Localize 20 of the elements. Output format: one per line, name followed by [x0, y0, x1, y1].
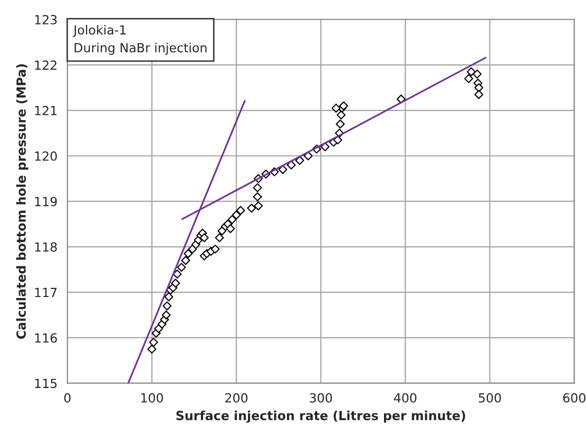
x-tick-label: 300	[310, 393, 332, 403]
y-tick-label: 118	[35, 242, 57, 252]
x-tick-label: 100	[141, 393, 163, 403]
y-tick-label: 117	[35, 288, 57, 298]
x-axis-title: Surface injection rate (Litres per minute)	[176, 410, 466, 423]
annotation: Jolokia-1	[72, 24, 126, 37]
x-tick-label: 500	[478, 393, 501, 403]
y-tick-label: 123	[35, 14, 57, 24]
y-tick-label: 122	[35, 60, 56, 70]
x-tick-label: 200	[225, 393, 248, 403]
y-tick-label: 120	[35, 151, 57, 161]
y-tick-label: 119	[35, 196, 57, 206]
x-tick-label: 0	[64, 393, 71, 403]
y-tick-label: 115	[35, 378, 57, 388]
y-tick-label: 121	[35, 106, 57, 116]
annotation: During NaBr injection	[74, 42, 206, 55]
x-tick-label: 400	[394, 393, 416, 403]
y-tick-label: 116	[35, 333, 57, 343]
x-tick-label: 600	[563, 393, 586, 403]
y-axis-title: Calculated bottom hole pressure (MPa)	[16, 64, 28, 339]
